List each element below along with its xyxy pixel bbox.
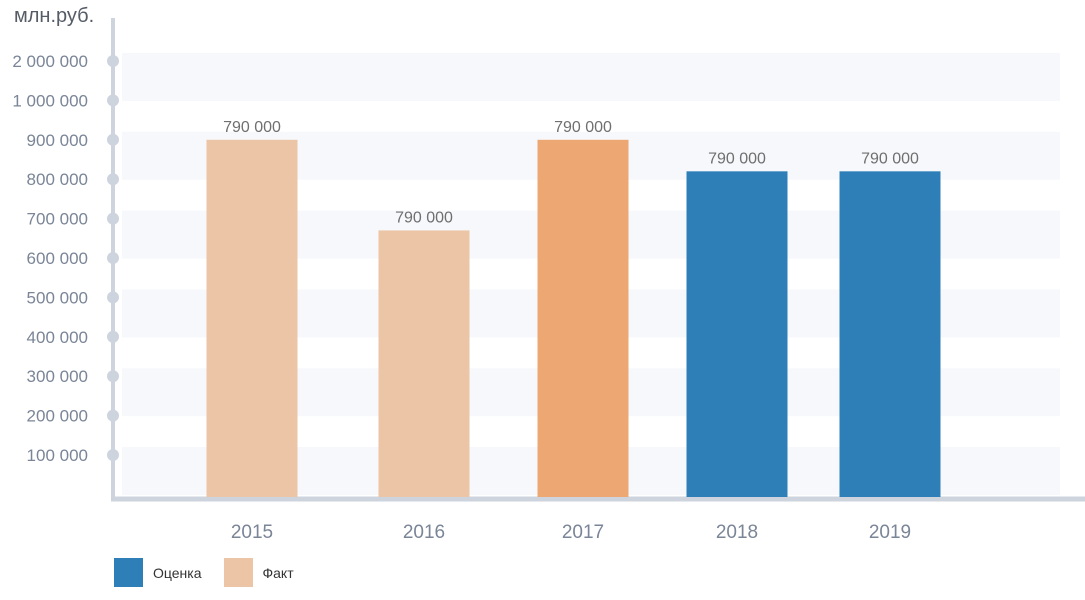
y-tick-label: 500 000 (27, 288, 88, 307)
grid-band (122, 53, 1060, 101)
y-tick-label: 900 000 (27, 131, 88, 150)
data-label-2019: 790 000 (861, 150, 919, 167)
legend: Оценка Факт (114, 558, 316, 587)
x-tick-label-2015: 2015 (231, 522, 273, 543)
bar-2015 (206, 139, 298, 498)
y-unit-label: млн.руб. (14, 5, 94, 27)
bar-2019 (839, 171, 941, 497)
y-tick-label: 1 000 000 (12, 91, 88, 110)
legend-label-fact: Факт (262, 564, 294, 581)
y-tick-dot (107, 370, 119, 383)
y-tick-label: 100 000 (27, 446, 88, 465)
bars (206, 139, 941, 498)
x-tick-label-2017: 2017 (562, 522, 604, 543)
legend-swatch-estimate (114, 558, 143, 587)
bar-2017 (537, 139, 629, 498)
y-tick-dot (107, 55, 119, 67)
x-tick-label-2018: 2018 (716, 522, 758, 543)
bar-2018 (686, 171, 788, 497)
legend-label-estimate: Оценка (153, 564, 202, 581)
y-tick-dot (107, 173, 119, 186)
y-tick-label: 300 000 (27, 367, 88, 386)
data-label-2015: 790 000 (223, 119, 281, 136)
y-tick-label: 400 000 (27, 328, 88, 347)
y-tick-dot (107, 133, 119, 146)
y-tick-dot (107, 291, 119, 304)
y-tick-dot (107, 449, 119, 461)
y-tick-label: 700 000 (27, 210, 88, 229)
y-tick-dot (107, 252, 119, 264)
bar-2016 (378, 230, 470, 498)
y-tick-label: 200 000 (27, 407, 88, 426)
y-tick-label: 800 000 (27, 170, 88, 189)
data-label-2018: 790 000 (708, 150, 766, 167)
data-labels: 790 000 790 000 790 000 790 000 790 000 (223, 119, 919, 227)
y-tick-dot (107, 212, 119, 225)
x-tick-label-2016: 2016 (403, 522, 445, 543)
legend-item-estimate: Оценка (114, 558, 202, 587)
x-axis: 2015 2016 2017 2018 2019 (111, 496, 1085, 543)
data-label-2016: 790 000 (395, 209, 453, 226)
y-tick-dot (107, 409, 119, 422)
legend-swatch-fact (223, 558, 253, 587)
y-tick-label: 2 000 000 (12, 52, 88, 71)
y-tick-label: 600 000 (27, 249, 88, 268)
y-axis: 100 000 200 000 300 000 400 000 500 000 600 0… (12, 18, 119, 500)
data-label-2017: 790 000 (554, 119, 612, 136)
legend-item-fact: Факт (223, 558, 294, 587)
y-tick-dot (107, 330, 119, 343)
x-tick-label-2019: 2019 (869, 522, 911, 543)
y-tick-dot (107, 94, 119, 107)
